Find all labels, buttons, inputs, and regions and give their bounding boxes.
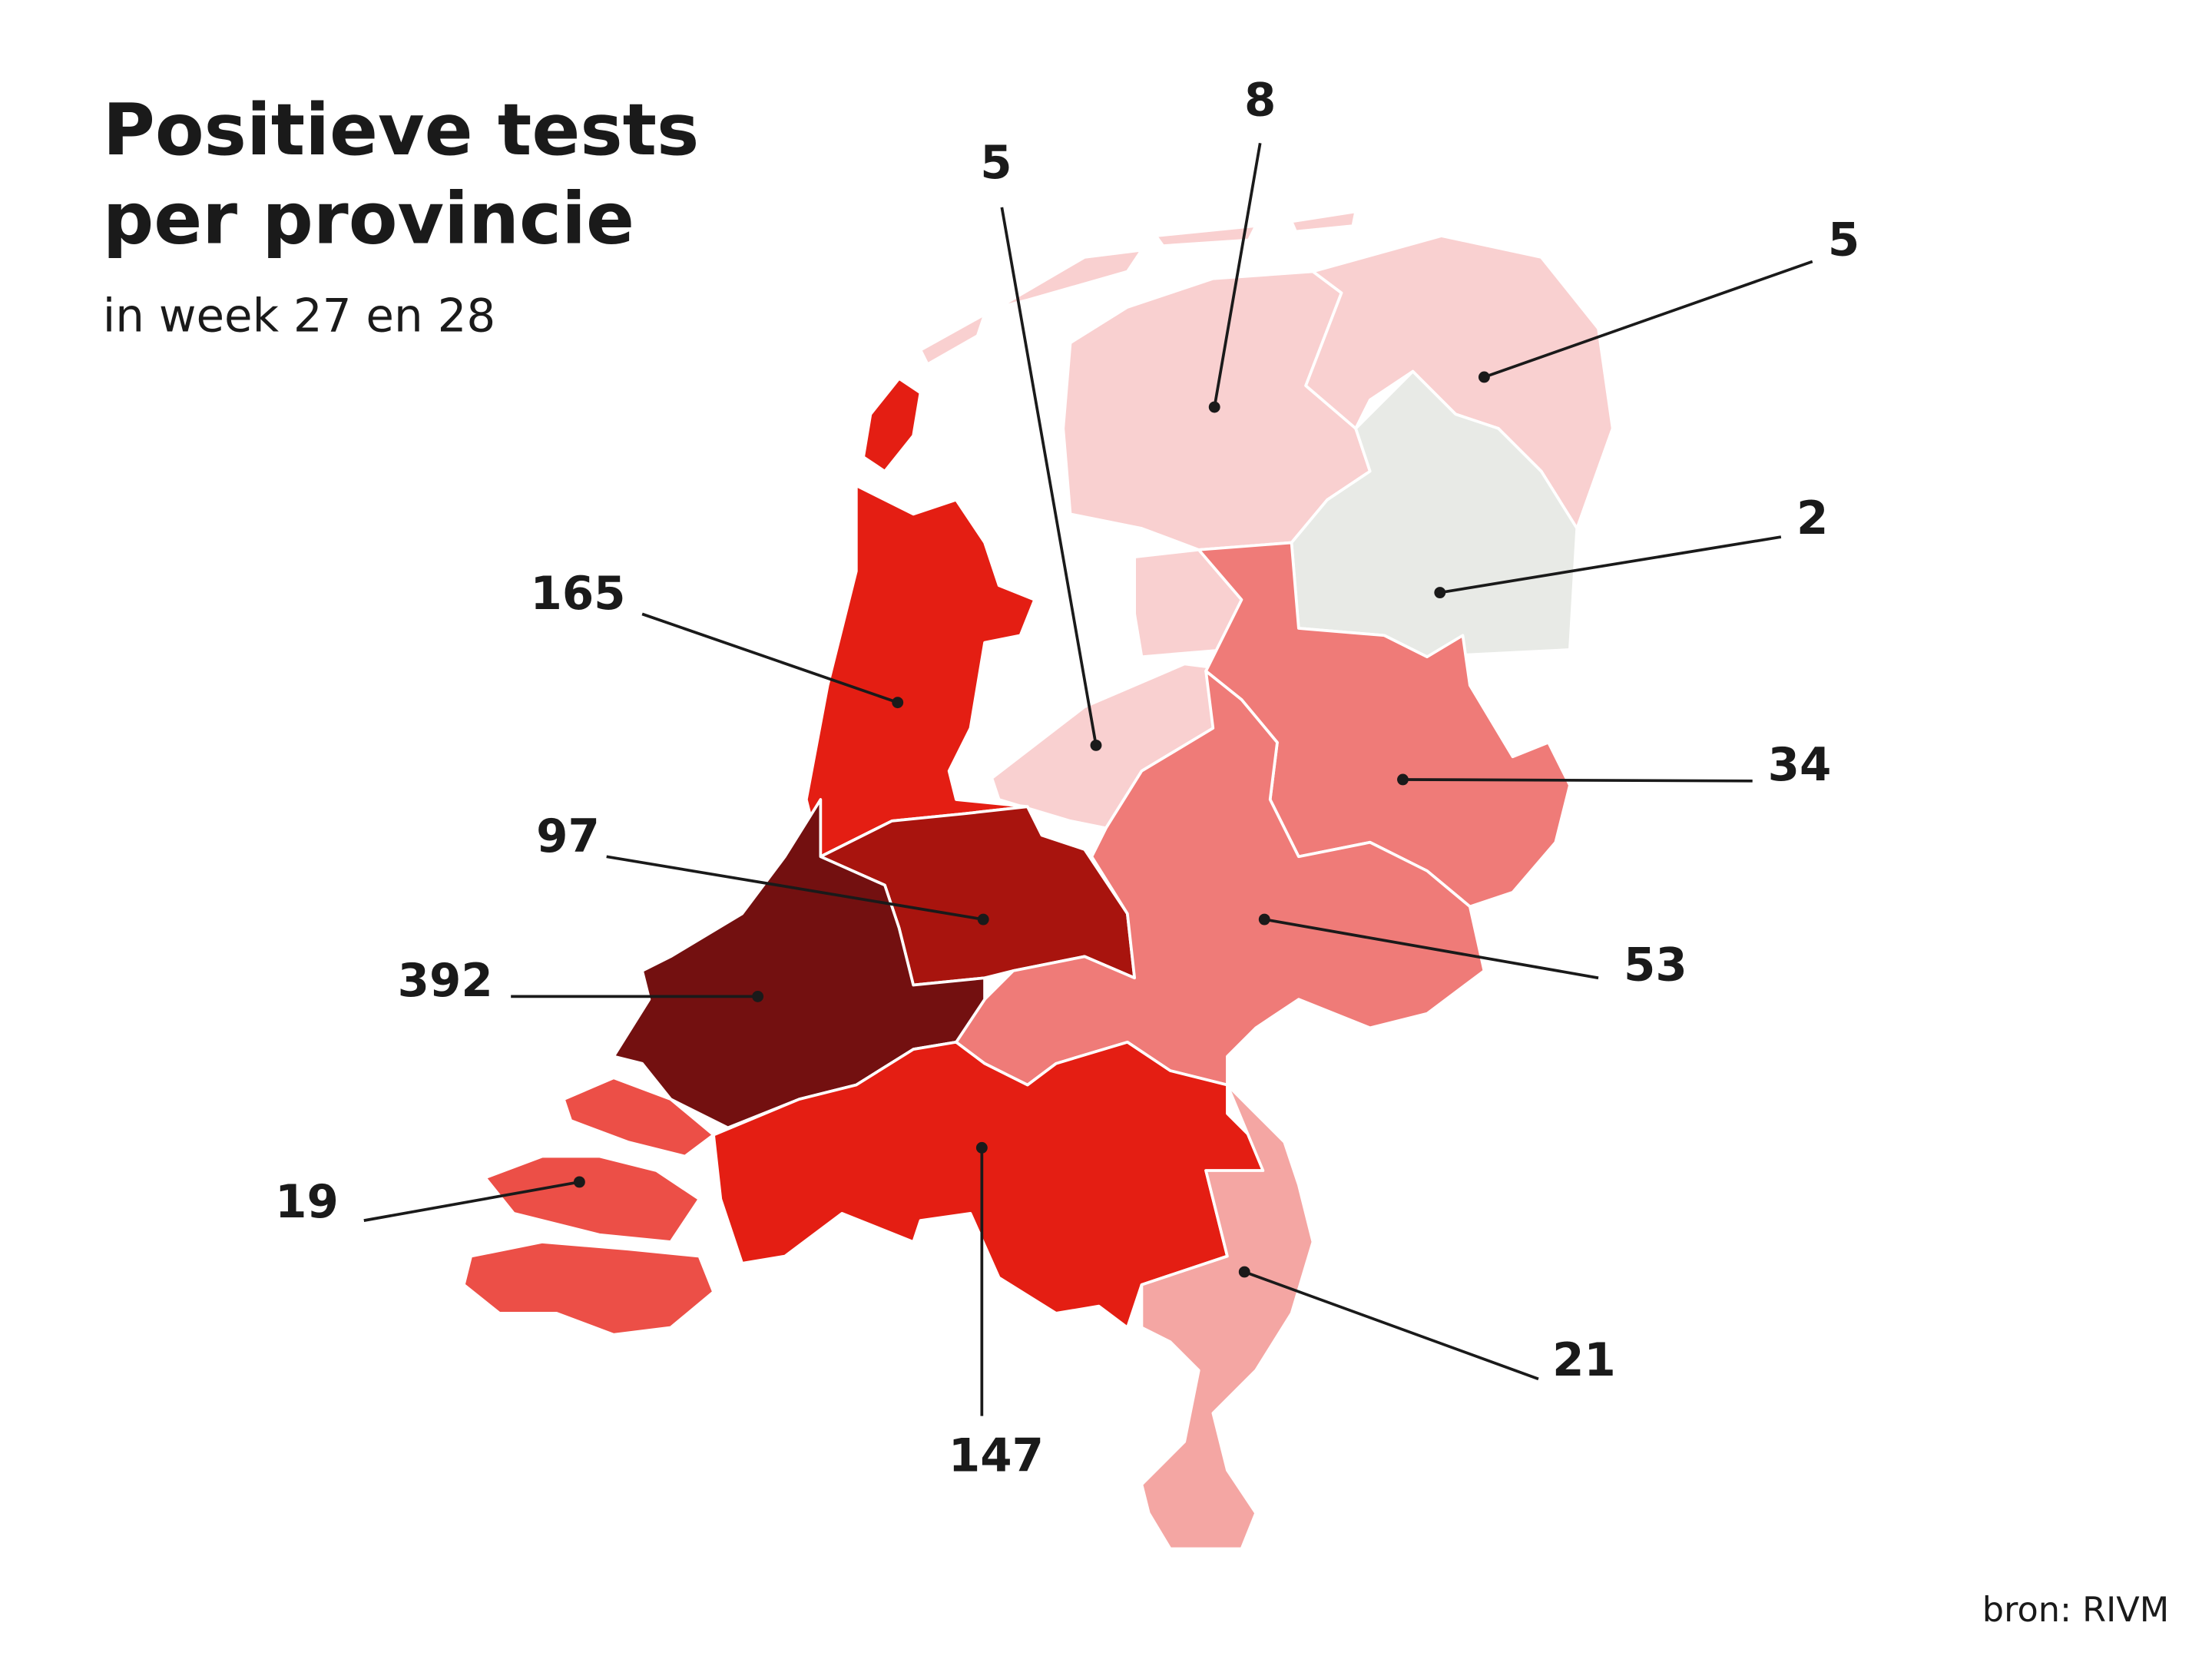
leader-dot: [1397, 773, 1409, 786]
region: [919, 210, 1372, 551]
leader-line: [1439, 535, 1782, 594]
value-label: 165: [530, 568, 625, 621]
leader-line: [1483, 260, 1813, 379]
leaders: [363, 142, 1813, 1416]
leader-dot: [1258, 913, 1270, 926]
leader-dot: [573, 1176, 585, 1188]
value-label: 2: [1796, 492, 1828, 545]
source: bron: RIVM: [1982, 1590, 2169, 1630]
value-label: 19: [275, 1176, 339, 1229]
value-labels: 8 5 5 2 165 34 97 53 392 19 147 21: [275, 74, 1859, 1482]
regions: [462, 210, 1614, 1551]
title: Positieve tests: [103, 88, 700, 171]
leader-dot: [977, 913, 989, 926]
value-label: 53: [1624, 939, 1687, 992]
subtitle: in week 27 en 28: [103, 290, 495, 343]
region: [1290, 369, 1579, 659]
leader-line: [363, 1181, 580, 1222]
value-label: 21: [1552, 1334, 1616, 1387]
leader-dot: [1478, 371, 1490, 383]
leader-dot: [1208, 401, 1220, 413]
region: [804, 376, 1036, 859]
title: per provincie: [103, 177, 634, 260]
value-label: 97: [536, 810, 600, 863]
leader-line: [1263, 918, 1599, 980]
leader-dot: [892, 697, 904, 709]
leader-line: [1000, 207, 1098, 746]
leader-line: [1213, 142, 1262, 408]
leader-dot: [1090, 739, 1102, 751]
value-label: 5: [1828, 214, 1859, 267]
value-label: 147: [949, 1430, 1044, 1483]
value-label: 34: [1768, 739, 1832, 792]
value-label: 8: [1244, 74, 1276, 127]
leader-dot: [1434, 587, 1446, 598]
leader-dot: [1238, 1266, 1250, 1278]
leader-dot: [752, 990, 764, 1002]
region: [1140, 1083, 1315, 1551]
leader-line: [606, 855, 984, 921]
region: [462, 1076, 715, 1336]
leader-line: [1402, 778, 1753, 783]
leader-line: [1243, 1270, 1539, 1381]
value-label: 392: [398, 955, 493, 1008]
value-label: 5: [980, 137, 1012, 190]
leader-dot: [975, 1141, 988, 1154]
leader-line: [641, 612, 899, 704]
